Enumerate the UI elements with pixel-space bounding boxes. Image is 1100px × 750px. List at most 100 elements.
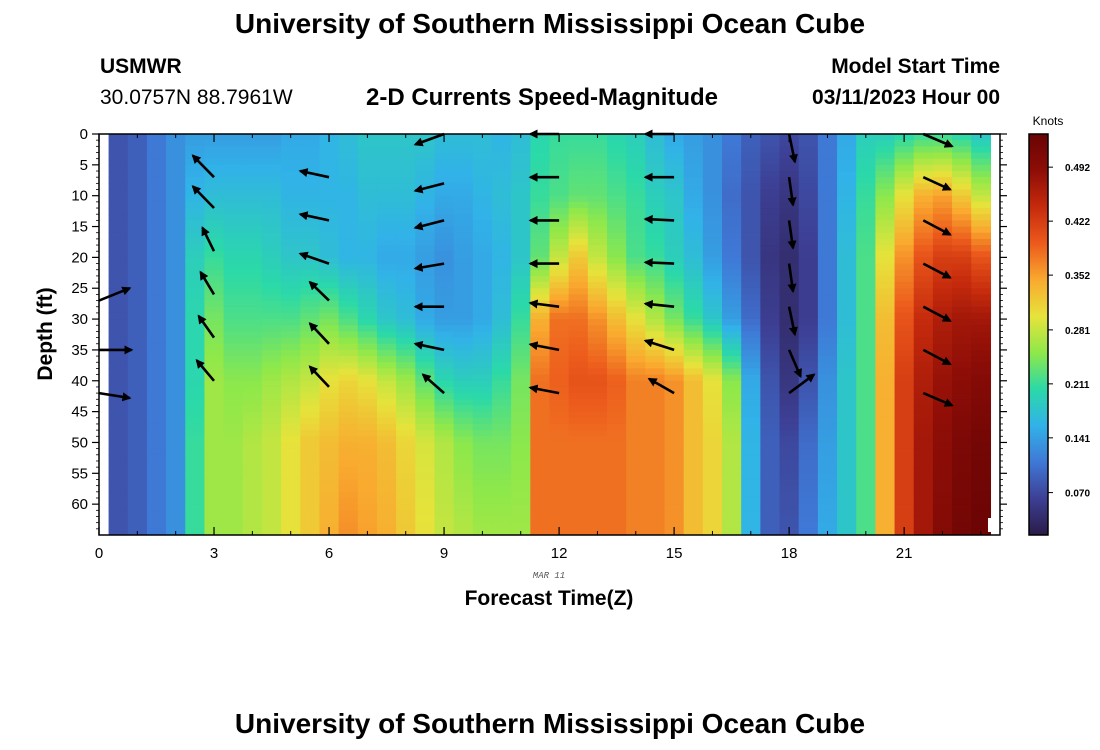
heatmap-cell [300, 164, 321, 172]
heatmap-cell [453, 140, 474, 147]
colorbar: Knots 0.0700.1410.2110.2810.3520.4220.49… [1028, 114, 1090, 536]
heatmap-cell [875, 238, 896, 246]
heatmap-cell [530, 448, 551, 456]
heatmap-cell [415, 140, 436, 147]
heatmap-cell [491, 300, 512, 308]
heatmap-cell [683, 504, 704, 511]
heatmap-cell [587, 510, 608, 518]
current-vector-arrow [308, 365, 330, 388]
heatmap-cell [491, 245, 512, 252]
heatmap-cell [511, 356, 531, 363]
heatmap-cell [281, 491, 301, 499]
heatmap-cell [683, 282, 704, 289]
heatmap-cell [472, 356, 493, 363]
heatmap-cell [319, 497, 340, 505]
heatmap-cell [568, 460, 589, 468]
heatmap-cell [626, 208, 646, 215]
heatmap-cell [971, 442, 992, 450]
heatmap-cell [185, 245, 206, 252]
heatmap-cell [300, 337, 321, 345]
heatmap-cell [741, 319, 761, 326]
heatmap-cell [894, 251, 915, 258]
heatmap-cell [491, 158, 512, 166]
heatmap-cell [511, 362, 531, 370]
heatmap-cell [664, 294, 685, 302]
heatmap-cell [530, 405, 551, 413]
heatmap-cell [434, 220, 455, 228]
heatmap-cell [626, 177, 646, 184]
heatmap-cell [760, 386, 781, 394]
heatmap-cell [242, 349, 263, 357]
heatmap-cell [607, 220, 627, 228]
heatmap-cell [875, 208, 896, 215]
heatmap-cell [127, 467, 148, 474]
heatmap-cell [626, 325, 646, 333]
heatmap-cell [913, 183, 934, 191]
heatmap-cell [894, 362, 915, 370]
heatmap-cell [894, 158, 915, 166]
heatmap-cell [971, 195, 992, 203]
heatmap-cell [472, 362, 493, 370]
heatmap-cell [396, 152, 416, 160]
heatmap-cell [645, 430, 666, 437]
heatmap-cell [146, 423, 167, 431]
heatmap-cell [683, 497, 704, 505]
heatmap-cell [856, 467, 876, 474]
heatmap-cell [607, 368, 627, 376]
heatmap-cell [837, 275, 857, 283]
heatmap-cell [146, 411, 167, 419]
heatmap-cell [127, 183, 148, 191]
heatmap-cell [626, 251, 646, 258]
heatmap-cell [261, 183, 282, 191]
heatmap-cell [185, 263, 206, 271]
heatmap-cell [568, 183, 589, 191]
heatmap-cell [722, 516, 742, 524]
heatmap-cell [319, 164, 340, 172]
heatmap-cell [376, 343, 397, 351]
heatmap-cell [913, 288, 934, 295]
heatmap-cell [626, 306, 646, 314]
heatmap-cell [702, 325, 723, 333]
heatmap-cell [760, 288, 781, 295]
heatmap-cell [300, 417, 321, 425]
heatmap-cell [108, 430, 129, 437]
heatmap-cell [741, 208, 761, 215]
heatmap-cell [204, 331, 225, 339]
heatmap-cell [875, 380, 896, 388]
heatmap-cell [146, 201, 167, 209]
heatmap-cell [376, 312, 397, 320]
heatmap-cell [472, 325, 493, 333]
heatmap-cell [396, 294, 416, 302]
heatmap-cell [607, 442, 627, 450]
heatmap-cell [913, 195, 934, 203]
heatmap-cell [587, 399, 608, 407]
heatmap-cell [338, 528, 359, 535]
heatmap-cell [607, 380, 627, 388]
heatmap-cell [779, 158, 800, 166]
heatmap-cell [779, 245, 800, 252]
heatmap-cell [338, 140, 359, 147]
heatmap-cell [952, 337, 972, 345]
heatmap-cell [856, 177, 876, 184]
heatmap-cell [185, 430, 206, 437]
heatmap-cell [146, 374, 167, 382]
heatmap-cell [108, 282, 129, 289]
heatmap-cell [281, 454, 301, 462]
heatmap-cell [856, 399, 876, 407]
heatmap-cell [568, 473, 589, 481]
heatmap-cell [760, 220, 781, 228]
heatmap-cell [434, 288, 455, 295]
heatmap-cell [645, 164, 666, 172]
heatmap-cell [108, 436, 129, 444]
colorbar-title: Knots [1033, 114, 1064, 128]
heatmap-cell [587, 473, 608, 481]
heatmap-cell [568, 516, 589, 524]
heatmap-cell [837, 343, 857, 351]
heatmap-cell [319, 516, 340, 524]
heatmap-cell [338, 312, 359, 320]
heatmap-cell [875, 164, 896, 172]
heatmap-cell [664, 325, 685, 333]
heatmap-cell [626, 399, 646, 407]
heatmap-cell [952, 201, 972, 209]
heatmap-cell [645, 349, 666, 357]
